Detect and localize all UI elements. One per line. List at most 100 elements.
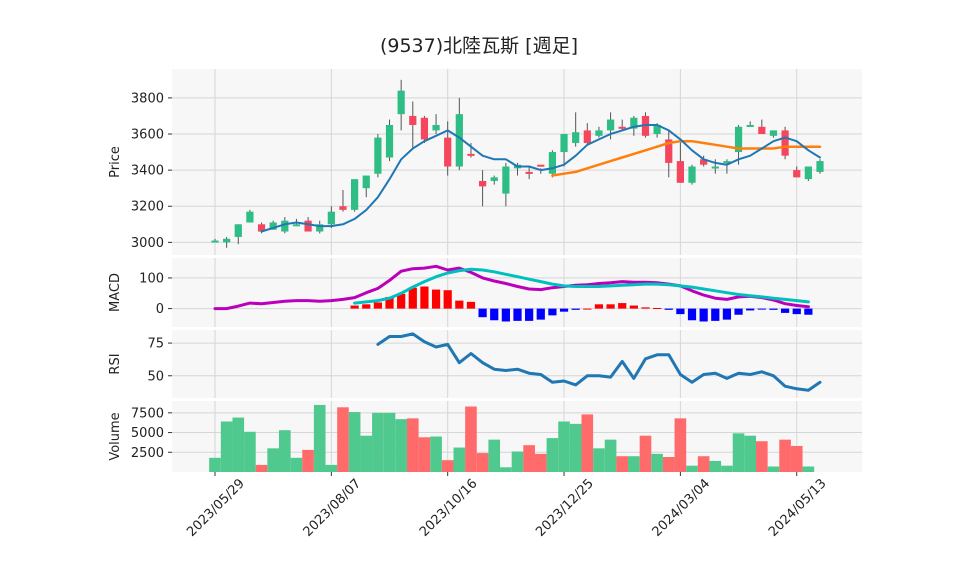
candle-up <box>385 124 394 158</box>
volume-bar <box>616 456 629 472</box>
volume-bar <box>383 412 396 472</box>
macd-histogram-bar <box>513 308 522 321</box>
x-tick-label: 2024/05/13 <box>766 476 830 540</box>
rsi-axis-label: RSI <box>108 353 123 374</box>
macd-histogram-bar <box>687 308 697 321</box>
price-tick-label: 3000 <box>131 236 164 251</box>
candle-up <box>397 90 405 115</box>
macd-histogram-bar <box>466 301 476 309</box>
macd-histogram-bar <box>711 308 720 321</box>
candle-up <box>688 166 696 183</box>
candle-up <box>269 222 277 230</box>
volume-bar <box>686 465 698 472</box>
candle-down <box>257 224 266 232</box>
candle-down <box>758 126 766 135</box>
candle-up <box>653 124 661 135</box>
candle-up <box>816 161 824 172</box>
volume-tick-label: 7500 <box>131 406 164 421</box>
macd-histogram-bar <box>536 308 545 320</box>
macd-histogram-bar <box>559 308 569 312</box>
volume-bar <box>639 435 652 472</box>
macd-histogram-bar <box>501 308 510 322</box>
candle-down <box>583 130 591 144</box>
volume-bar <box>790 445 803 472</box>
volume-bar <box>244 431 256 472</box>
candle-up <box>560 134 568 153</box>
candle-up <box>223 238 231 243</box>
macd-histogram-bar <box>420 286 429 309</box>
candle-up <box>711 166 719 169</box>
volume-bar <box>232 417 245 472</box>
volume-bar <box>313 404 326 472</box>
volume-bar <box>465 406 477 472</box>
volume-bar <box>604 439 617 472</box>
macd-histogram-bar <box>443 290 452 309</box>
price-panel: 3000 3200 3400 3600 3800 Price <box>108 69 862 255</box>
macd-histogram-bar <box>618 303 627 309</box>
volume-bar <box>581 414 594 472</box>
volume-bar <box>779 439 791 472</box>
rsi-tick-label: 50 <box>147 369 164 384</box>
volume-axis-label: Volume <box>108 412 123 460</box>
volume-bar <box>756 441 768 472</box>
volume-bar <box>441 460 454 472</box>
rsi-panel: 50 75 RSI <box>108 330 862 398</box>
candle-down <box>420 117 429 140</box>
candle-down <box>618 126 626 129</box>
macd-line <box>213 264 810 311</box>
volume-bar <box>593 448 605 472</box>
macd-axis-label: MACD <box>108 273 123 312</box>
volume-bar <box>267 448 279 472</box>
volume-bar <box>209 457 221 472</box>
candle-up <box>211 240 219 243</box>
macd-histogram-bar <box>676 308 685 315</box>
volume-bar <box>255 464 268 472</box>
candle-up <box>234 224 242 237</box>
candle-up <box>595 130 603 136</box>
macd-histogram-bar <box>746 308 755 311</box>
candle-down <box>478 180 487 187</box>
candle-up <box>606 119 615 131</box>
macd-histogram-bar <box>780 308 790 313</box>
volume-bar <box>418 437 431 472</box>
volume-bar <box>767 466 780 472</box>
macd-histogram-bar <box>699 308 708 322</box>
candle-up <box>630 117 638 129</box>
volume-panel: 2500 5000 7500 Volume <box>108 401 862 472</box>
candle-down <box>700 159 708 165</box>
macd-histogram-bar <box>722 308 732 320</box>
macd-histogram-bar <box>385 296 394 309</box>
candle-up <box>804 166 812 180</box>
volume-bar <box>500 467 512 472</box>
candle-up <box>723 161 731 164</box>
volume-bar <box>395 419 407 472</box>
x-axis: 2023/05/29 2023/08/07 2023/10/16 2023/12/25… <box>184 472 830 540</box>
volume-bar <box>732 433 745 472</box>
candle-down <box>665 139 673 163</box>
macd-panel: 0 100 MACD <box>108 258 862 327</box>
macd-histogram-bar <box>641 307 650 309</box>
macd-histogram-bar <box>769 308 778 310</box>
volume-bar <box>534 453 547 472</box>
macd-histogram-bar <box>548 308 557 316</box>
price-tick-label: 3600 <box>131 128 164 143</box>
macd-histogram-bar <box>490 308 499 321</box>
volume-bar <box>523 445 535 472</box>
volume-bar <box>325 464 338 472</box>
x-tick-label: 2023/05/29 <box>184 476 248 540</box>
volume-tick-label: 2500 <box>131 446 164 461</box>
sma-short-line <box>260 124 821 233</box>
volume-bar <box>802 466 815 472</box>
price-axis-label: Price <box>108 146 123 178</box>
volume-bar <box>662 457 675 472</box>
volume-bar <box>651 453 663 472</box>
macd-histogram-bar <box>653 307 662 309</box>
volume-bar <box>430 436 442 472</box>
macd-histogram-bar <box>583 308 592 310</box>
sma-long-line <box>551 139 822 177</box>
candle-up <box>746 124 754 127</box>
rsi-background <box>172 330 862 398</box>
price-tick-label: 3800 <box>131 91 164 106</box>
volume-bar <box>476 453 489 472</box>
